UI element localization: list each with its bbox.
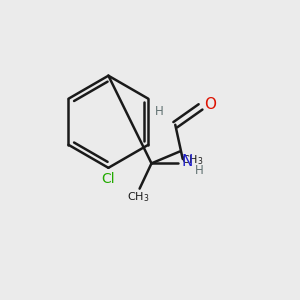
Text: Cl: Cl (102, 172, 115, 186)
Text: CH$_3$: CH$_3$ (181, 153, 204, 167)
Text: O: O (204, 97, 216, 112)
Text: H: H (195, 164, 203, 177)
Text: N: N (181, 154, 193, 169)
Text: H: H (154, 105, 163, 118)
Text: CH$_3$: CH$_3$ (127, 190, 149, 204)
